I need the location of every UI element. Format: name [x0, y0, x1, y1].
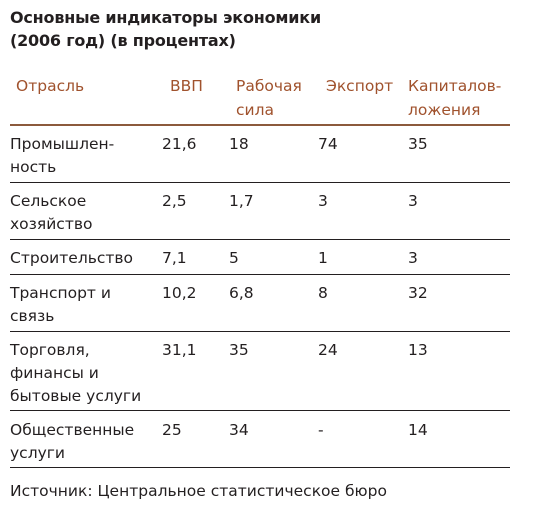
sector-line: ность — [10, 158, 57, 176]
sector-line: услуги — [10, 444, 65, 462]
cell-labor: 6,8 — [229, 284, 254, 302]
sector-line: бытовые услуги — [10, 387, 142, 405]
cell-capital: 14 — [408, 421, 428, 439]
sector-line: Торговля, — [10, 341, 90, 359]
header-capital-line-1: Капиталов- — [408, 77, 502, 95]
cell-labor: 35 — [229, 341, 249, 359]
cell-gdp: 7,1 — [162, 249, 187, 267]
cell-gdp: 31,1 — [162, 341, 197, 359]
header-divider — [10, 124, 510, 126]
cell-gdp: 2,5 — [162, 192, 187, 210]
header-labor: Рабочая сила — [236, 74, 302, 122]
sector-line: Общественные — [10, 421, 135, 439]
sector-line: связь — [10, 307, 55, 325]
table-title: Основные индикаторы экономики (2006 год)… — [10, 6, 530, 52]
cell-export: - — [318, 421, 324, 439]
row-sector: Сельское хозяйство — [10, 190, 92, 236]
cell-capital: 35 — [408, 135, 428, 153]
cell-labor: 5 — [229, 249, 239, 267]
cell-capital: 13 — [408, 341, 428, 359]
cell-gdp: 21,6 — [162, 135, 197, 153]
cell-labor: 34 — [229, 421, 249, 439]
row-divider — [10, 274, 510, 275]
cell-labor: 18 — [229, 135, 249, 153]
header-capital: Капиталов- ложения — [408, 74, 501, 122]
row-divider — [10, 239, 510, 240]
sector-line: Промышлен- — [10, 135, 115, 153]
row-divider — [10, 331, 510, 332]
row-sector: Транспорт и связь — [10, 282, 111, 328]
cell-capital: 3 — [408, 249, 418, 267]
header-gdp: ВВП — [170, 77, 203, 95]
cell-capital: 3 — [408, 192, 418, 210]
header-capital-line-2: ложения — [408, 101, 481, 119]
row-divider — [10, 410, 510, 411]
cell-export: 1 — [318, 249, 328, 267]
sector-line: хозяйство — [10, 215, 93, 233]
table-bottom-rule — [10, 467, 510, 468]
cell-labor: 1,7 — [229, 192, 254, 210]
header-labor-line-1: Рабочая — [236, 77, 302, 95]
row-sector: Строительство — [10, 247, 133, 270]
cell-gdp: 25 — [162, 421, 182, 439]
cell-export: 24 — [318, 341, 338, 359]
cell-export: 8 — [318, 284, 328, 302]
source-note: Источник: Центральное статистическое бюр… — [10, 482, 387, 500]
header-sector: Отрасль — [16, 77, 85, 95]
sector-line: Транспорт и — [10, 284, 111, 302]
cell-export: 74 — [318, 135, 338, 153]
row-sector: Промышлен- ность — [10, 133, 114, 179]
cell-gdp: 10,2 — [162, 284, 197, 302]
sector-line: Строительство — [10, 249, 134, 267]
row-sector: Общественные услуги — [10, 419, 134, 465]
row-divider — [10, 182, 510, 183]
sector-line: финансы и — [10, 364, 99, 382]
sector-line: Сельское — [10, 192, 87, 210]
title-line-1: Основные индикаторы экономики — [10, 8, 321, 27]
cell-export: 3 — [318, 192, 328, 210]
title-line-2: (2006 год) (в процентах) — [10, 31, 236, 50]
header-labor-line-2: сила — [236, 101, 275, 119]
row-sector: Торговля, финансы и бытовые услуги — [10, 339, 141, 408]
header-export: Экспорт — [326, 77, 394, 95]
cell-capital: 32 — [408, 284, 428, 302]
